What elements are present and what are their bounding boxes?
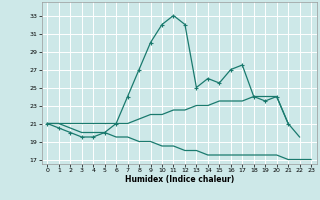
X-axis label: Humidex (Indice chaleur): Humidex (Indice chaleur)	[124, 175, 234, 184]
